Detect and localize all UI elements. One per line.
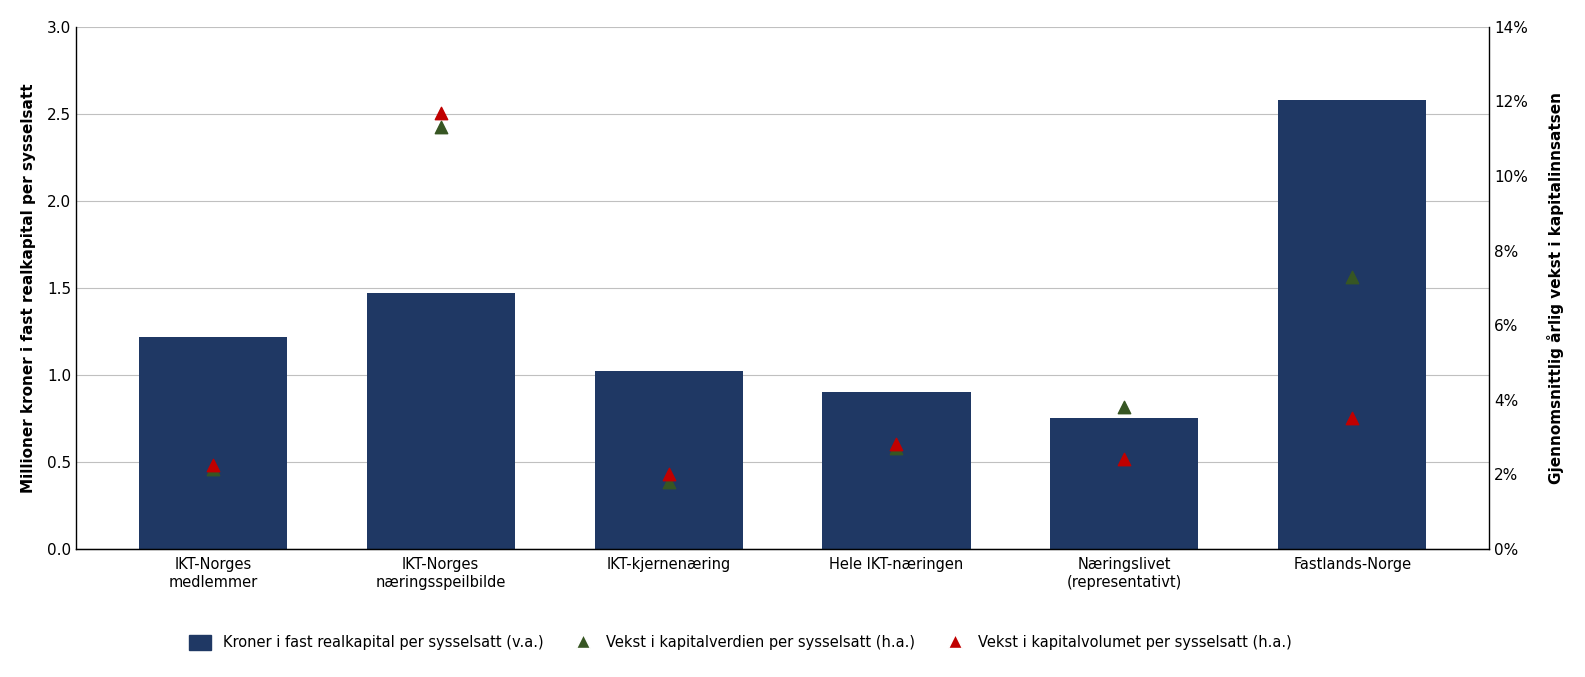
Point	[1339, 271, 1365, 282]
Point	[1111, 454, 1136, 464]
Y-axis label: Millioner kroner i fast realkapital per sysselsatt: Millioner kroner i fast realkapital per …	[21, 83, 36, 493]
Bar	[1278, 100, 1426, 549]
Bar	[1051, 418, 1198, 549]
Bar	[366, 293, 515, 549]
Legend: Kroner i fast realkapital per sysselsatt (v.a.), Vekst i kapitalverdien per syss: Kroner i fast realkapital per sysselsatt…	[184, 629, 1297, 656]
Point	[428, 107, 453, 118]
Point	[1111, 401, 1136, 412]
Y-axis label: Gjennomsnittlig årlig vekst i kapitalinnsatsen: Gjennomsnittlig årlig vekst i kapitalinn…	[1547, 92, 1564, 484]
Point	[200, 463, 225, 474]
Point	[428, 122, 453, 133]
Point	[884, 443, 910, 454]
Bar	[594, 371, 743, 549]
Point	[656, 476, 682, 487]
Point	[200, 460, 225, 471]
Bar	[139, 336, 287, 549]
Point	[1339, 413, 1365, 424]
Bar	[823, 392, 970, 549]
Point	[884, 439, 910, 450]
Point	[656, 468, 682, 479]
